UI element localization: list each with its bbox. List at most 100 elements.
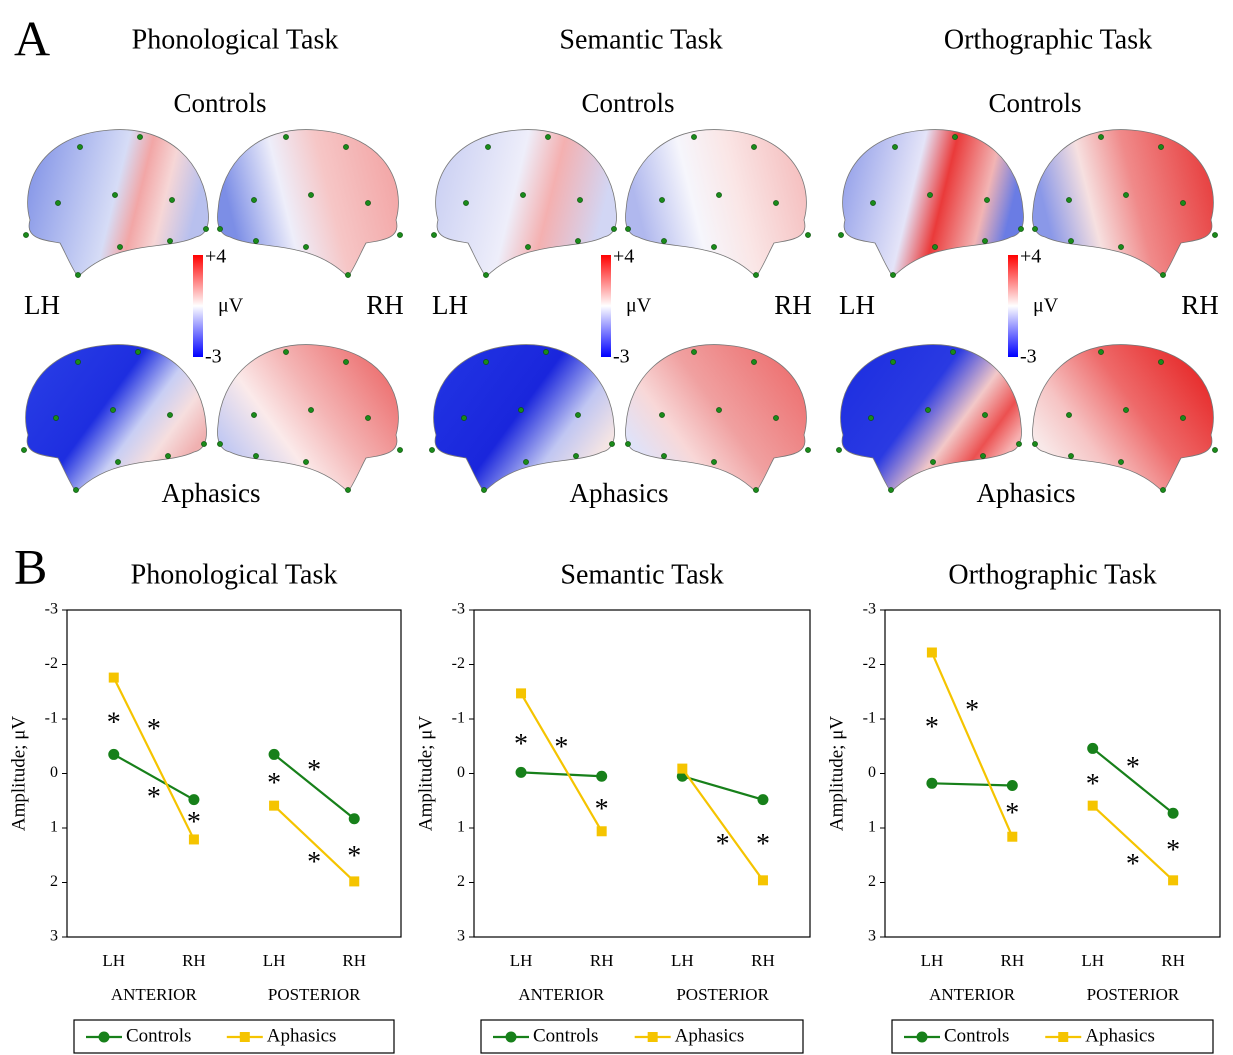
electrode bbox=[485, 144, 491, 150]
significance-mark: * bbox=[347, 841, 361, 872]
colorbar-label: +4 bbox=[613, 246, 634, 268]
electrode bbox=[925, 407, 931, 413]
electrode bbox=[838, 232, 844, 238]
brain-map bbox=[1032, 344, 1218, 493]
electrode bbox=[365, 415, 371, 421]
hemisphere-label: RH bbox=[366, 290, 404, 320]
point bbox=[926, 647, 937, 658]
electrode bbox=[1032, 226, 1038, 232]
x-tick-label: RH bbox=[182, 951, 206, 970]
electrode bbox=[870, 200, 876, 206]
y-tick-label: 1 bbox=[50, 819, 58, 836]
x-group-label: POSTERIOR bbox=[268, 985, 361, 1004]
colorbar-label: -3 bbox=[613, 346, 630, 368]
point bbox=[348, 813, 360, 825]
electrode bbox=[892, 144, 898, 150]
point bbox=[1087, 742, 1099, 754]
group-label: Aphasics bbox=[162, 478, 261, 508]
task-title: Semantic Task bbox=[559, 24, 722, 55]
electrode bbox=[483, 359, 489, 365]
electrode bbox=[431, 232, 437, 238]
y-tick-label: 0 bbox=[868, 764, 876, 781]
electrode bbox=[461, 415, 467, 421]
electrode bbox=[253, 238, 259, 244]
electrode bbox=[773, 415, 779, 421]
electrode bbox=[112, 192, 118, 198]
brain-map bbox=[836, 344, 1022, 493]
colorbar bbox=[601, 255, 611, 357]
electrode bbox=[982, 238, 988, 244]
electrode bbox=[1158, 359, 1164, 365]
electrode bbox=[23, 232, 29, 238]
electrode bbox=[1123, 192, 1129, 198]
electrode bbox=[1066, 197, 1072, 203]
electrode bbox=[543, 349, 549, 355]
electrode bbox=[661, 238, 667, 244]
group-label: Controls bbox=[581, 88, 674, 118]
brain-surface bbox=[217, 129, 399, 278]
group-label: Aphasics bbox=[570, 478, 669, 508]
brain-surface bbox=[842, 129, 1024, 278]
brain-surface bbox=[625, 129, 807, 278]
electrode bbox=[1158, 144, 1164, 150]
electrode bbox=[753, 487, 759, 493]
electrode bbox=[110, 407, 116, 413]
point bbox=[596, 826, 607, 837]
electrode bbox=[1212, 447, 1218, 453]
electrode bbox=[691, 349, 697, 355]
electrode bbox=[308, 407, 314, 413]
electrode bbox=[575, 238, 581, 244]
y-tick-label: 2 bbox=[50, 873, 58, 890]
significance-mark: * bbox=[554, 732, 568, 763]
y-tick-label: -2 bbox=[452, 655, 465, 672]
point bbox=[188, 794, 200, 806]
significance-mark: * bbox=[107, 707, 121, 738]
electrode bbox=[21, 447, 27, 453]
electrode bbox=[1068, 238, 1074, 244]
electrode bbox=[711, 459, 717, 465]
point bbox=[757, 875, 768, 886]
legend-marker bbox=[239, 1032, 250, 1042]
significance-mark: * bbox=[1166, 835, 1180, 866]
chart-title: Phonological Task bbox=[131, 559, 338, 590]
electrode bbox=[609, 441, 615, 447]
electrode bbox=[397, 447, 403, 453]
electrode bbox=[429, 447, 435, 453]
brain-map bbox=[1032, 129, 1218, 278]
significance-mark: * bbox=[716, 829, 730, 860]
y-tick-label: -2 bbox=[863, 655, 876, 672]
electrode bbox=[397, 232, 403, 238]
point bbox=[108, 672, 119, 683]
electrode bbox=[625, 226, 631, 232]
electrode bbox=[520, 192, 526, 198]
x-tick-label: RH bbox=[1000, 951, 1024, 970]
y-tick-label: -1 bbox=[45, 710, 58, 727]
legend-label: Controls bbox=[944, 1025, 1009, 1046]
legend-label: Aphasics bbox=[1085, 1025, 1155, 1046]
electrode bbox=[345, 487, 351, 493]
legend-label: Controls bbox=[126, 1025, 191, 1046]
brain-map bbox=[217, 344, 403, 493]
point bbox=[1167, 807, 1179, 819]
series-line bbox=[931, 747, 1174, 815]
task-title: Phonological Task bbox=[132, 24, 339, 55]
electrode bbox=[1118, 244, 1124, 250]
electrode bbox=[167, 412, 173, 418]
y-tick-label: 0 bbox=[50, 764, 58, 781]
y-tick-label: 3 bbox=[457, 928, 465, 945]
chart-title: Orthographic Task bbox=[948, 559, 1156, 590]
electrode bbox=[661, 453, 667, 459]
legend-marker bbox=[916, 1031, 928, 1043]
electrode bbox=[659, 412, 665, 418]
colorbar-label: μV bbox=[626, 295, 652, 317]
electrode bbox=[751, 359, 757, 365]
point bbox=[926, 777, 938, 789]
point bbox=[268, 748, 280, 760]
panel-label: B bbox=[14, 538, 47, 594]
electrode bbox=[575, 412, 581, 418]
electrode bbox=[805, 447, 811, 453]
electrode bbox=[283, 134, 289, 140]
colorbar-label: -3 bbox=[1020, 346, 1037, 368]
brain-surface bbox=[435, 129, 617, 278]
electrode bbox=[203, 226, 209, 232]
